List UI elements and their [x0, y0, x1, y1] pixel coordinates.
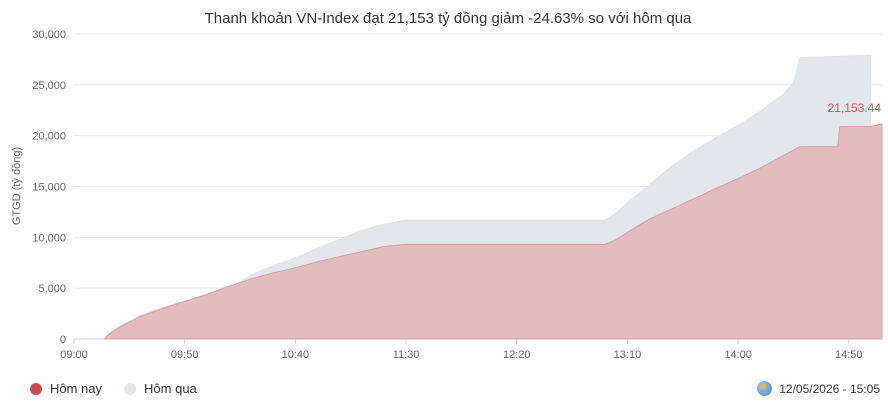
- chart-title: Thanh khoản VN-Index đạt 21,153 tỷ đồng …: [205, 10, 692, 27]
- timestamp-text: 12/05/2026 - 15:05: [779, 381, 880, 396]
- y-tick-label: 30,000: [32, 29, 66, 41]
- x-tick-label: 13:10: [614, 349, 642, 361]
- globe-icon: [757, 381, 773, 396]
- y-tick-label: 5,000: [38, 283, 66, 295]
- y-tick-label: 10,000: [32, 232, 66, 244]
- legend-dot-yesterday: [124, 382, 137, 395]
- legend-item-today[interactable]: Hôm nay: [30, 381, 102, 396]
- legend: Hôm nay Hôm qua: [30, 381, 197, 396]
- y-tick-label: 15,000: [32, 182, 66, 194]
- y-axis-ticks: 0 5,000 10,000 15,000 20,000 25,000 30,000: [32, 29, 66, 346]
- last-value-label: 21,153.44: [828, 101, 882, 115]
- x-tick-label: 09:50: [171, 349, 199, 361]
- series-areas: [104, 54, 883, 340]
- y-tick-label: 20,000: [32, 131, 66, 143]
- legend-label-yesterday: Hôm qua: [144, 381, 197, 396]
- x-tick-label: 12:20: [503, 349, 531, 361]
- x-tick-label: 10:40: [282, 349, 310, 361]
- x-axis-ticks: 09:00 09:50 10:40 11:30 12:20 13:10 14:00 14:50: [60, 339, 863, 361]
- legend-label-today: Hôm nay: [50, 381, 103, 396]
- y-tick-label: 25,000: [32, 80, 66, 92]
- x-tick-label: 11:30: [393, 349, 420, 361]
- timestamp-area: 12/05/2026 - 15:05: [757, 381, 880, 396]
- x-tick-label: 14:50: [835, 349, 863, 361]
- x-tick-label: 09:00: [60, 349, 88, 361]
- y-axis-label: GTGD (tỷ đồng): [11, 147, 23, 225]
- x-tick-label: 14:00: [724, 349, 752, 361]
- series-area-today: [104, 123, 883, 340]
- legend-dot-today: [30, 382, 42, 395]
- legend-item-yesterday[interactable]: Hôm qua: [124, 381, 197, 396]
- y-tick-label: 0: [60, 334, 66, 346]
